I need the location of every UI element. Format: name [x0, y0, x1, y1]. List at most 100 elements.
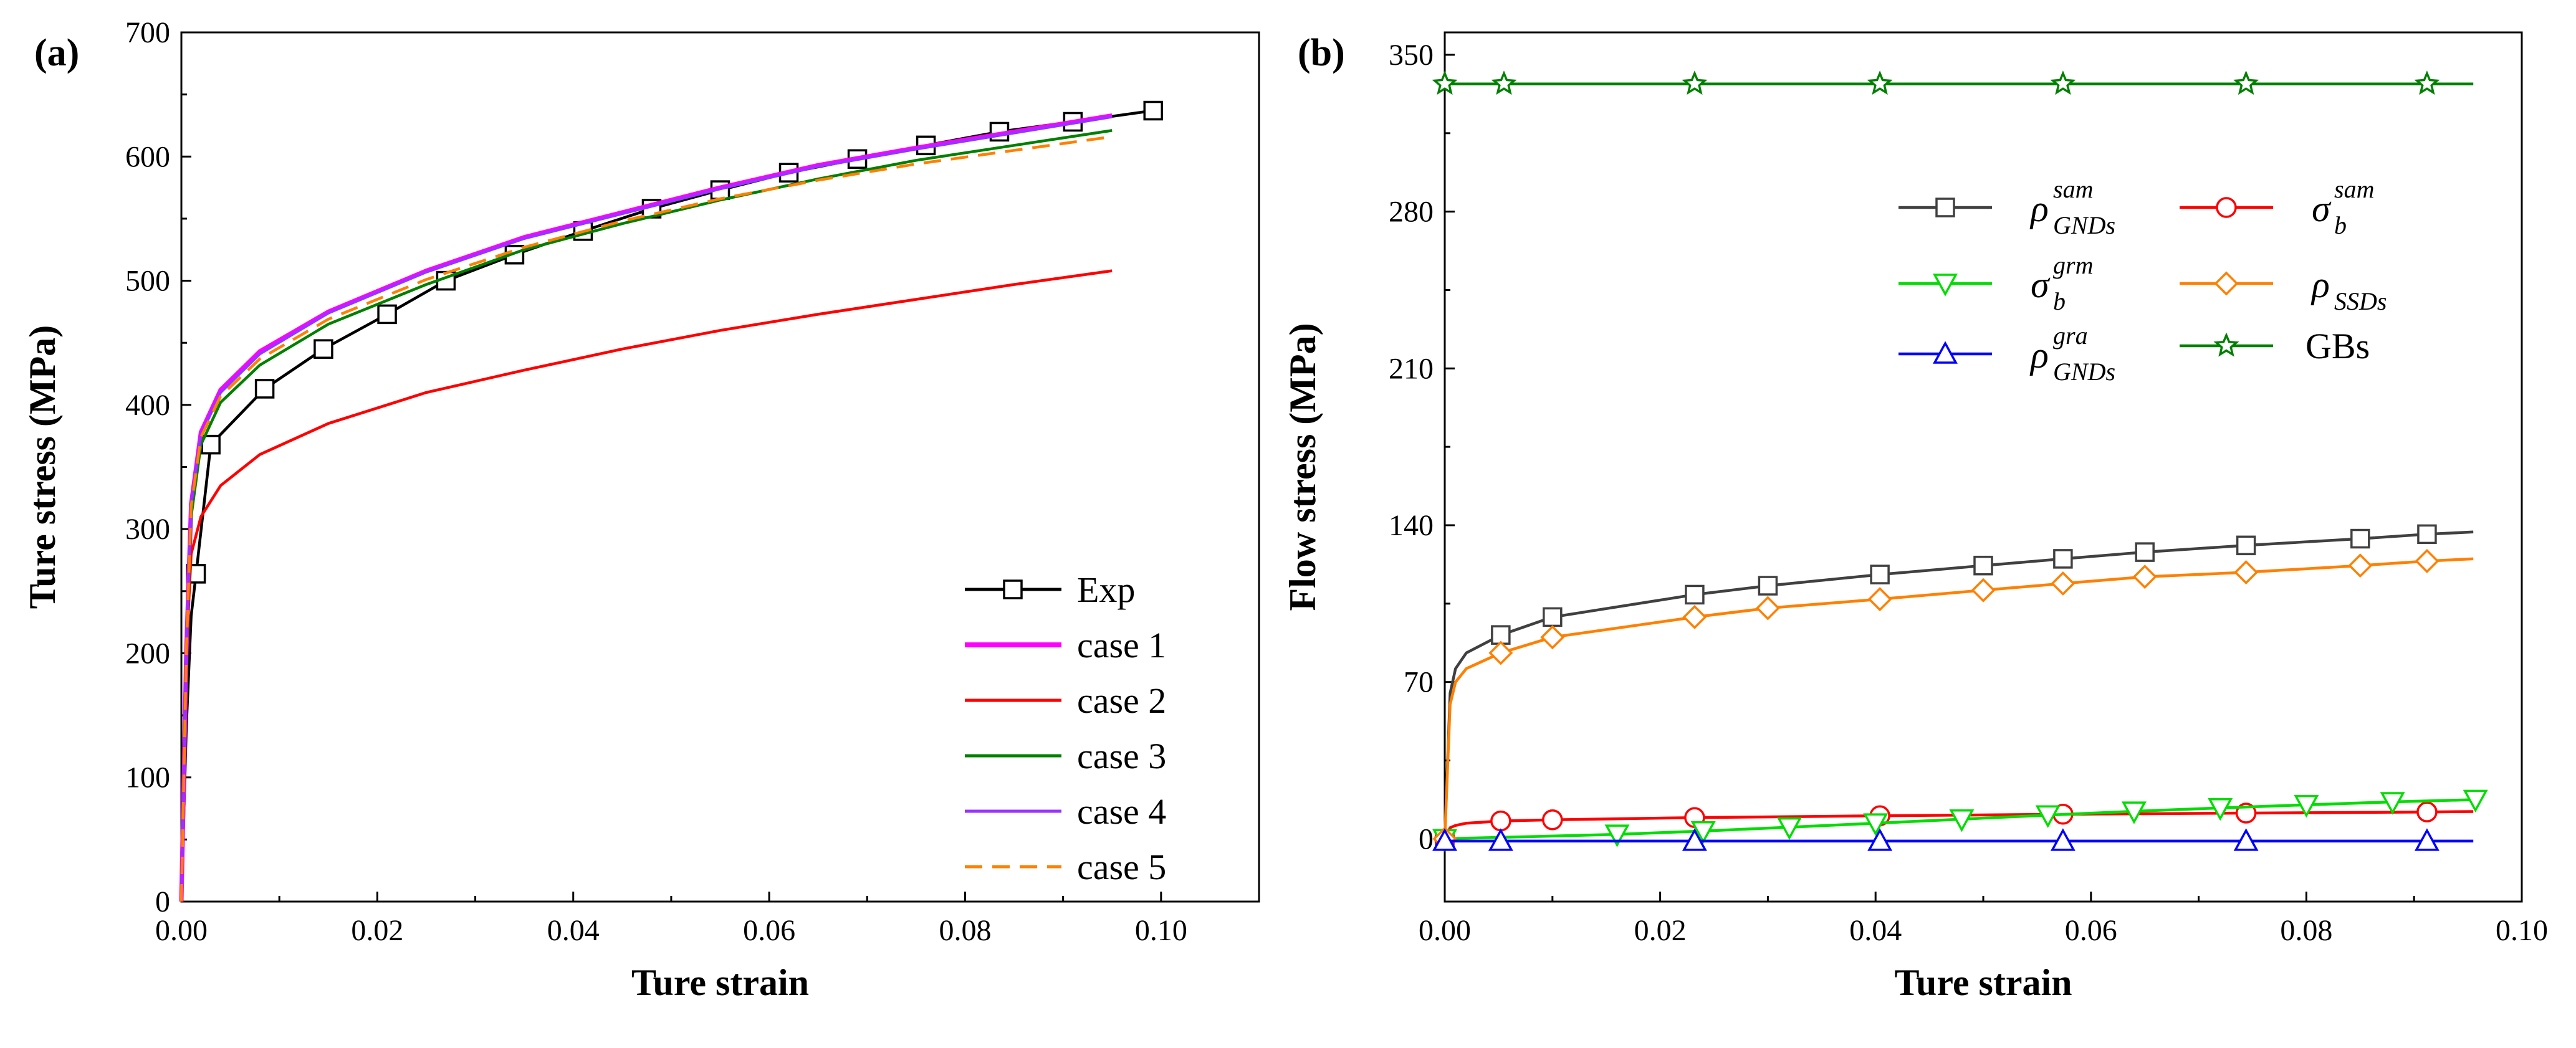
- series-line-3: [180, 129, 1113, 902]
- data-point-marker: [1143, 100, 1163, 121]
- data-point-marker: [1432, 828, 1457, 851]
- legend-superscript: sam: [2053, 175, 2093, 203]
- legend-symbol: ρ: [2029, 335, 2049, 376]
- legend-label: case 2: [1077, 680, 1166, 721]
- data-point-marker: [2121, 801, 2147, 824]
- legend-symbol: ρ: [2029, 188, 2049, 229]
- y-tick-label: 280: [1389, 196, 1434, 229]
- data-point-marker: [2236, 535, 2256, 556]
- y-tick-label: 700: [125, 16, 170, 49]
- series-line-2: [1444, 798, 2476, 841]
- data-point-marker: [2414, 70, 2440, 95]
- legend-label: case 1: [1077, 625, 1166, 665]
- data-point-marker: [254, 379, 275, 399]
- data-point-marker: [1870, 564, 1890, 584]
- y-axis-label: Ture stress (MPa): [22, 325, 63, 609]
- data-point-marker: [1490, 810, 1511, 832]
- data-point-marker: [1690, 821, 1716, 844]
- x-tick-label: 0.10: [1135, 914, 1187, 947]
- data-point-marker: [2350, 528, 2370, 549]
- panel-b: 0.00 0.02 0.04 0.06 0.08 0.10 0 70 140 210 280 350 T…: [1282, 31, 2548, 1003]
- series-line-0: [180, 109, 1154, 902]
- x-tick-label: 0.00: [1419, 914, 1471, 947]
- data-point-marker: [1488, 641, 1513, 665]
- data-point-marker: [1758, 576, 1778, 596]
- data-point-marker: [1542, 809, 1563, 831]
- data-point-marker: [2417, 524, 2437, 545]
- x-tick-label: 0.02: [1634, 914, 1687, 947]
- data-point-marker: [1777, 817, 1802, 841]
- y-tick-label: 140: [1389, 509, 1434, 542]
- y-axis-label: Flow stress (MPa): [1282, 323, 1323, 611]
- x-tick-label: 0.10: [2496, 914, 2548, 947]
- data-point-marker: [2380, 792, 2405, 815]
- data-point-marker: [2414, 828, 2440, 851]
- legend-marker: [1933, 341, 1958, 364]
- legend-label: case 5: [1077, 847, 1166, 887]
- data-point-marker: [2233, 828, 2259, 851]
- legend-label: case 4: [1077, 791, 1166, 832]
- data-point-marker: [1682, 70, 1708, 95]
- legend-marker: [2214, 271, 2239, 296]
- series-line-1: [1443, 810, 2474, 840]
- plot-frame: [1444, 31, 2523, 903]
- legend-symbol: σ: [2031, 264, 2051, 305]
- y-tick-label: 0: [155, 885, 170, 918]
- data-point-marker: [1540, 625, 1565, 650]
- legend-marker: [1933, 274, 1958, 297]
- panel-label: (b): [1298, 32, 1345, 74]
- legend-marker: [2213, 332, 2239, 357]
- y-tick-label: 70: [1404, 666, 1434, 699]
- data-point-marker: [1682, 828, 1707, 851]
- data-point-marker: [1491, 70, 1517, 95]
- data-point-marker: [2135, 542, 2155, 562]
- data-point-marker: [1863, 813, 1889, 836]
- legend-label: case 3: [1077, 736, 1166, 776]
- x-tick-label: 0.02: [351, 914, 403, 947]
- series-line-1: [179, 113, 1113, 902]
- x-tick-label: 0.04: [1849, 914, 1902, 947]
- data-point-marker: [1867, 828, 1893, 851]
- data-point-marker: [2416, 801, 2438, 822]
- y-tick-label: 200: [125, 637, 170, 670]
- legend-subscript: GNDs: [2053, 358, 2115, 386]
- x-axis-label: Ture strain: [631, 962, 809, 1003]
- legend-superscript: gra: [2053, 322, 2088, 350]
- series-line-0: [1443, 530, 2474, 839]
- data-point-marker: [1604, 824, 1630, 847]
- legend-symbol: σ: [2312, 188, 2332, 229]
- series-line-5: [180, 135, 1113, 902]
- data-point-marker: [2234, 560, 2259, 584]
- data-point-marker: [1949, 809, 1975, 832]
- data-point-marker: [314, 339, 333, 359]
- data-point-marker: [2035, 805, 2061, 828]
- y-tick-label: 400: [125, 389, 170, 422]
- data-point-marker: [1973, 555, 1993, 576]
- legend-marker: [1003, 579, 1023, 599]
- data-point-marker: [2051, 571, 2076, 596]
- series-line-4: [180, 115, 1113, 902]
- legend-superscript: grm: [2053, 251, 2093, 279]
- data-point-marker: [2294, 794, 2319, 818]
- data-point-marker: [2050, 70, 2076, 95]
- data-point-marker: [1867, 70, 1893, 95]
- x-tick-label: 0.08: [939, 914, 991, 947]
- data-point-marker: [2348, 553, 2373, 578]
- data-point-marker: [1867, 587, 1892, 612]
- data-point-marker: [2132, 564, 2157, 589]
- y-tick-label: 300: [125, 513, 170, 546]
- legend-label: Exp: [1077, 569, 1135, 610]
- legend-symbol: ρ: [2310, 264, 2330, 305]
- data-point-marker: [2415, 549, 2440, 573]
- y-tick-label: 500: [125, 265, 170, 298]
- y-tick-label: 210: [1389, 352, 1434, 385]
- legend-subscript: b: [2334, 211, 2347, 239]
- y-tick-label: 600: [125, 140, 170, 173]
- series-line-3: [1443, 557, 2474, 839]
- data-point-marker: [2050, 828, 2076, 851]
- series-line-2: [180, 269, 1113, 902]
- x-tick-label: 0.06: [743, 914, 795, 947]
- panel-label: (a): [34, 32, 79, 74]
- data-point-marker: [1971, 578, 1996, 603]
